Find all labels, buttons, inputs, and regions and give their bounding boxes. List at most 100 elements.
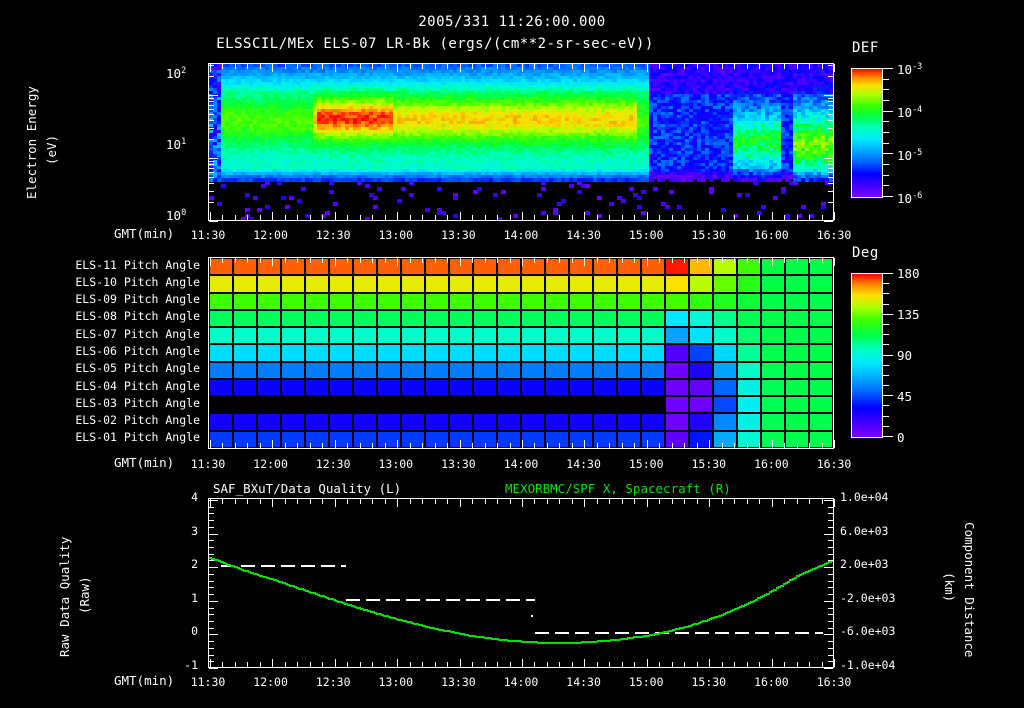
spectrogram-cell [361, 172, 366, 176]
spectrogram-cell [225, 133, 230, 137]
spectrogram-cell [225, 118, 230, 122]
spectrogram-cell [293, 73, 298, 77]
spectrogram-cell [313, 94, 318, 98]
spectrogram-cell [485, 169, 490, 173]
spectrogram-cell [421, 175, 426, 179]
spectrogram-cell [445, 133, 450, 137]
spectrogram-cell [265, 100, 270, 104]
spectrogram-cell [485, 136, 490, 140]
spectrogram-cell [357, 118, 362, 122]
spectrogram-cell [281, 118, 286, 122]
spectrogram-cell [277, 175, 282, 179]
spectrogram-cell [305, 73, 310, 77]
spectrogram-cell [441, 73, 446, 77]
spectrogram-cell [273, 139, 278, 143]
spectrogram-cell [465, 175, 470, 179]
spectrogram-cell [433, 73, 438, 77]
spectrogram-cell [241, 76, 246, 80]
spectrogram-cell [257, 127, 262, 131]
spectrogram-cell [413, 82, 418, 86]
spectrogram-cell [421, 151, 426, 155]
spectrogram-cell [345, 133, 350, 137]
spectrogram-cell [309, 106, 314, 110]
spectrogram-cell [485, 154, 490, 158]
spectrogram-cell [377, 127, 382, 131]
spectrogram-cell [349, 160, 354, 164]
spectrogram-cell [361, 142, 366, 146]
spectrogram-cell [329, 70, 334, 74]
spectrogram-cell [353, 100, 358, 104]
spectrogram-cell [325, 115, 330, 119]
spectrogram-cell [473, 115, 478, 119]
spectrogram-cell [213, 121, 218, 125]
spectrogram-cell [469, 70, 474, 74]
spectrogram-cell [373, 106, 378, 110]
spectrogram-cell [233, 112, 238, 116]
spectrogram-cell [457, 145, 462, 149]
spectrogram-cell [489, 136, 494, 140]
spectrogram-cell [305, 85, 310, 89]
spectrogram-cell [265, 157, 270, 161]
spectrogram-cell [353, 163, 358, 167]
spectrogram-cell [241, 70, 246, 74]
spectrogram-cell [317, 67, 322, 71]
spectrogram-cell [249, 217, 254, 220]
spectrogram-cell [289, 106, 294, 110]
spectrogram-cell [297, 109, 302, 113]
spectrogram-cell [469, 163, 474, 167]
spectrogram-cell [309, 175, 314, 179]
spectrogram-cell [481, 130, 486, 134]
spectrogram-cell [337, 136, 342, 140]
spectrogram-cell [333, 178, 338, 182]
spectrogram-cell [397, 85, 402, 89]
spectrogram-cell [381, 64, 386, 68]
spectrogram-cell [369, 94, 374, 98]
spectrogram-cell [397, 199, 402, 203]
spectrogram-cell [221, 172, 226, 176]
spectrogram-cell [393, 151, 398, 155]
spectrogram-cell [241, 106, 246, 110]
spectrogram-cell [397, 112, 402, 116]
spectrogram-cell [345, 166, 350, 170]
spectrogram-cell [489, 118, 494, 122]
spectrogram-cell [501, 190, 506, 194]
spectrogram-cell [445, 166, 450, 170]
spectrogram-cell [333, 175, 338, 179]
spectrogram-cell [421, 85, 426, 89]
spectrogram-cell [237, 97, 242, 101]
spectrogram-cell [493, 112, 498, 116]
spectrogram-cell [417, 79, 422, 83]
spectrogram-cell [445, 157, 450, 161]
spectrogram-cell [301, 130, 306, 134]
spectrogram-cell [229, 172, 234, 176]
spectrogram-cell [369, 112, 374, 116]
spectrogram-cell [417, 121, 422, 125]
spectrogram-cell [497, 88, 502, 92]
spectrogram-cell [485, 127, 490, 131]
spectrogram-cell [489, 106, 494, 110]
spectrogram-cell [357, 130, 362, 134]
spectrogram-cell [261, 151, 266, 155]
spectrogram-cell [385, 64, 390, 68]
electron-energy-spectrogram[interactable] [208, 63, 835, 222]
spectrogram-cell [493, 160, 498, 164]
spectrogram-cell [481, 163, 486, 167]
spectrogram-cell [317, 166, 322, 170]
spectrogram-cell [621, 199, 626, 203]
spectrogram-cell [469, 115, 474, 119]
spectrogram-cell [429, 127, 434, 131]
spectrogram-cell [325, 139, 330, 143]
spectrogram-cell [429, 94, 434, 98]
spectrogram-cell [445, 79, 450, 83]
spectrogram-cell [233, 136, 238, 140]
spectrogram-cell [305, 145, 310, 149]
spectrogram-cell [409, 118, 414, 122]
spectrogram-cell [481, 94, 486, 98]
spectrogram-cell [285, 88, 290, 92]
spectrogram-cell [325, 67, 330, 71]
spectrogram-cell [417, 136, 422, 140]
spectrogram-cell [401, 139, 406, 143]
spectrogram-cell [309, 124, 314, 128]
spectrogram-cell [493, 172, 498, 176]
spectrogram-cell [413, 100, 418, 104]
